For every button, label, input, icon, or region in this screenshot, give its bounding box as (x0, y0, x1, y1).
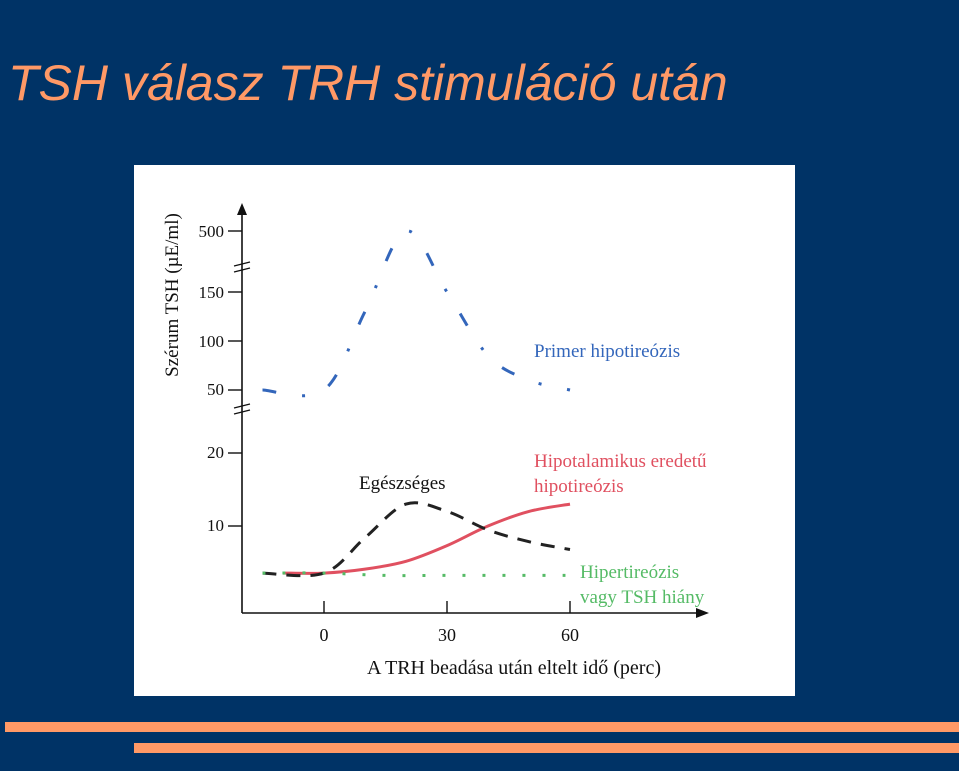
y-tick-100: 100 (199, 332, 225, 351)
y-tick-500: 500 (199, 222, 225, 241)
x-tick-60: 60 (561, 625, 579, 645)
label-hipotalamikus-line2: hipotireózis (534, 476, 624, 497)
tsh-response-chart: Szérum TSH (µE/ml) A TRH beadása után el… (162, 203, 709, 679)
series-line-0 (262, 229, 571, 398)
x-tick-0: 0 (320, 625, 329, 645)
y-axis-arrow (237, 203, 247, 215)
y-tick-10: 10 (207, 516, 224, 535)
label-egeszseges: Egészséges (359, 473, 446, 494)
axis-break-lower (233, 403, 251, 415)
y-tick-20: 20 (207, 443, 224, 462)
decorative-bar-top (5, 722, 959, 732)
tick-marks (228, 230, 571, 613)
slide-title: TSH válasz TRH stimuláció után (8, 55, 728, 111)
y-axis-title: Szérum TSH (µE/ml) (162, 213, 183, 377)
chart-panel: Szérum TSH (µE/ml) A TRH beadása után el… (134, 165, 795, 696)
label-hipotalamikus-line1: Hipotalamikus eredetű (534, 451, 707, 472)
x-tick-30: 30 (438, 625, 456, 645)
axis-break-upper (233, 261, 251, 273)
series-line-2 (262, 501, 571, 578)
x-axis-arrow (696, 608, 709, 618)
label-primer: Primer hipotireózis (534, 341, 680, 362)
label-hipertireozis-line1: Hipertireózis (580, 562, 679, 583)
series-layer (262, 229, 571, 578)
decorative-bar-bottom (134, 743, 959, 753)
label-hipertireozis-line2: vagy TSH hiány (580, 587, 705, 608)
y-tick-150: 150 (199, 283, 225, 302)
x-axis-title: A TRH beadása után eltelt idő (perc) (367, 657, 661, 679)
y-tick-50: 50 (207, 380, 224, 399)
series-line-1 (282, 502, 571, 575)
